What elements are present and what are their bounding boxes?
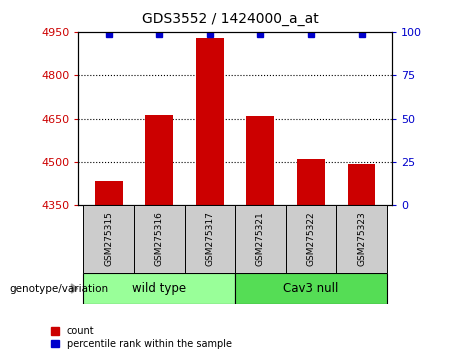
Bar: [134, 205, 184, 273]
Text: GSM275321: GSM275321: [256, 212, 265, 266]
Bar: [145, 115, 173, 205]
Bar: [336, 205, 387, 273]
Bar: [235, 273, 387, 304]
Bar: [83, 273, 235, 304]
Bar: [95, 181, 123, 205]
Polygon shape: [71, 284, 77, 293]
Text: genotype/variation: genotype/variation: [9, 284, 108, 293]
Bar: [286, 205, 336, 273]
Text: GSM275315: GSM275315: [104, 211, 113, 267]
Bar: [184, 205, 235, 273]
Bar: [348, 164, 375, 205]
Bar: [235, 205, 286, 273]
Text: GSM275323: GSM275323: [357, 212, 366, 266]
Text: GSM275316: GSM275316: [155, 211, 164, 267]
Text: wild type: wild type: [132, 282, 186, 295]
Legend: count, percentile rank within the sample: count, percentile rank within the sample: [51, 326, 231, 349]
Bar: [196, 38, 224, 205]
Text: GSM275317: GSM275317: [205, 211, 214, 267]
Text: Cav3 null: Cav3 null: [283, 282, 339, 295]
Text: GDS3552 / 1424000_a_at: GDS3552 / 1424000_a_at: [142, 12, 319, 27]
Text: GSM275322: GSM275322: [307, 212, 315, 266]
Bar: [247, 116, 274, 205]
Bar: [297, 159, 325, 205]
Bar: [83, 205, 134, 273]
